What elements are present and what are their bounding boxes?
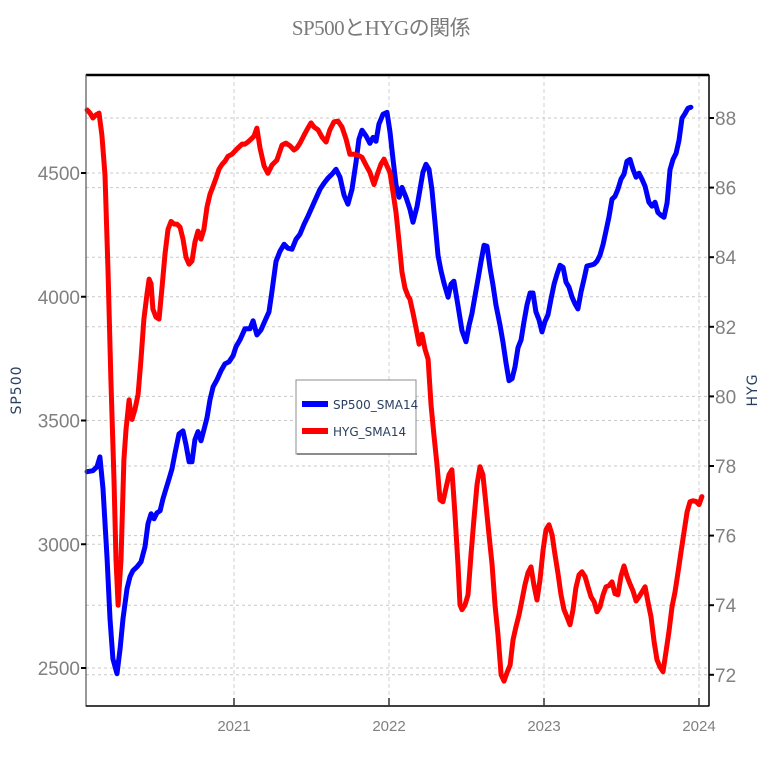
x-tick-label: 2021 (217, 718, 250, 735)
y-tick-label: 4500 (38, 164, 80, 185)
legend-label-sp500: SP500_SMA14 (333, 398, 418, 412)
axes: 2021 2022 2023 2024 2500 3000 3500 4000 4500 72 74… (38, 109, 737, 735)
x-tick-label: 2023 (527, 718, 560, 735)
y2-tick-label: 86 (715, 179, 736, 200)
y2-tick-label: 88 (715, 109, 736, 130)
chart-title: SP500とHYGの関係 (291, 16, 471, 40)
y2-tick-label: 84 (715, 248, 737, 269)
y2-tick-label: 76 (715, 527, 736, 548)
right-axis-title: HYG (745, 374, 761, 407)
x-tick-label: 2024 (682, 718, 715, 735)
y2-tick-label: 72 (715, 666, 736, 687)
legend-item-sp500[interactable]: SP500_SMA14 (302, 398, 418, 412)
legend-box (295, 379, 417, 455)
plot-series (84, 104, 705, 684)
y-tick-label: 3500 (38, 412, 80, 433)
legend-label-hyg: HYG_SMA14 (333, 425, 406, 439)
series-line-hyg_sma14 (84, 107, 705, 684)
x-tick-label: 2022 (372, 718, 405, 735)
legend: SP500_SMA14 HYG_SMA14 (295, 379, 418, 455)
y-tick-label: 4000 (38, 288, 80, 309)
y2-tick-label: 74 (715, 596, 737, 617)
y2-tick-label: 80 (715, 387, 736, 408)
series-line-sp500_sma14 (84, 104, 694, 677)
y2-tick-label: 78 (715, 457, 736, 478)
legend-item-hyg[interactable]: HYG_SMA14 (302, 425, 406, 439)
y-tick-label: 2500 (38, 659, 80, 680)
left-axis-title: SP500 (9, 365, 25, 414)
y2-tick-label: 82 (715, 318, 736, 339)
y-tick-label: 3000 (38, 535, 80, 556)
